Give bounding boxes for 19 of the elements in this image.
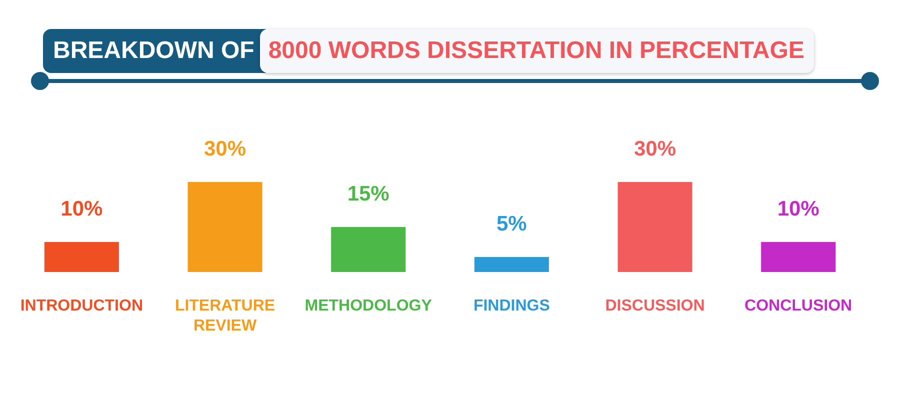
bar <box>761 242 836 272</box>
data-label: 30% <box>634 137 676 160</box>
x-tick-label: FINDINGS <box>473 297 550 314</box>
bar <box>331 227 406 272</box>
bar <box>188 182 262 272</box>
data-label: 15% <box>347 182 390 206</box>
data-label: 5% <box>496 212 528 236</box>
data-label: 10% <box>60 197 104 220</box>
bar <box>474 257 549 272</box>
data-label: 30% <box>204 137 246 160</box>
x-tick-label: INTRODUCTION <box>20 297 143 314</box>
x-tick-label: CONCLUSION <box>744 297 852 314</box>
chart-title: BREAKDOWN OF 8000 WORDS DISSERTATION IN PERCENTAGE <box>52 36 806 66</box>
data-label: 10% <box>777 197 820 220</box>
x-tick-label: METHODOLOGY <box>304 297 432 314</box>
x-tick-label: LITERATURE REVIEW <box>174 297 276 334</box>
bar <box>44 242 119 272</box>
bar <box>618 182 692 272</box>
x-tick-label: DISCUSSION <box>605 297 705 314</box>
